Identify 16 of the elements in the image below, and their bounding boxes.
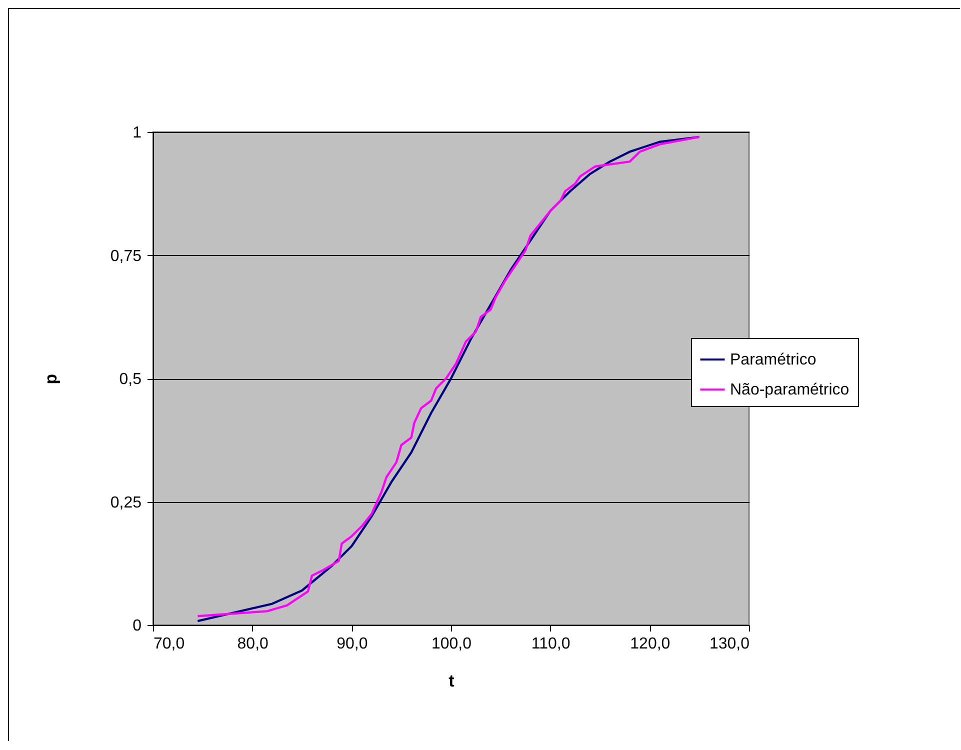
x-tick-label: 100,0 xyxy=(431,636,472,652)
y-tick-label: 0,5 xyxy=(119,371,142,388)
x-axis-title: t xyxy=(448,672,455,690)
x-tick-label: 120,0 xyxy=(630,636,670,652)
x-tick-label: 90,0 xyxy=(336,636,368,652)
x-tick-label: 70,0 xyxy=(154,636,185,652)
y-tick-label: 0,75 xyxy=(110,248,142,265)
legend-label: Não-paramétrico xyxy=(730,382,850,398)
x-tick-label: 110,0 xyxy=(531,636,570,652)
legend-label: Paramétrico xyxy=(730,352,816,368)
y-axis-title: p xyxy=(41,374,60,384)
x-tick-label: 130,0 xyxy=(709,636,750,652)
y-tick-label: 0 xyxy=(132,618,142,634)
x-tick-label: 80,0 xyxy=(237,636,269,652)
y-tick-label: 0,25 xyxy=(110,494,142,512)
y-tick-label: 1 xyxy=(132,124,142,142)
